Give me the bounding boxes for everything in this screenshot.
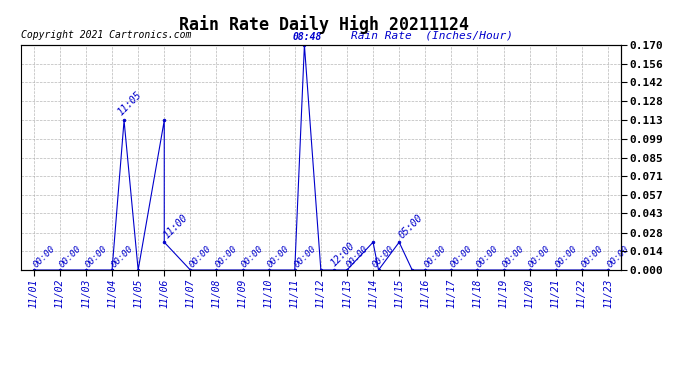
- Text: 00:00: 00:00: [553, 244, 578, 269]
- Text: 00:00: 00:00: [605, 244, 631, 269]
- Text: 00:00: 00:00: [83, 244, 109, 269]
- Text: 00:00: 00:00: [57, 244, 83, 269]
- Text: Rain Rate  (Inches/Hour): Rain Rate (Inches/Hour): [351, 30, 513, 40]
- Text: 00:00: 00:00: [31, 244, 57, 269]
- Text: 00:00: 00:00: [266, 244, 291, 269]
- Text: 05:00: 05:00: [397, 213, 424, 241]
- Text: 00:00: 00:00: [371, 244, 396, 269]
- Text: 00:00: 00:00: [475, 244, 500, 269]
- Text: 08:48: 08:48: [293, 32, 322, 42]
- Text: 00:00: 00:00: [214, 244, 239, 269]
- Text: 00:00: 00:00: [527, 244, 553, 269]
- Text: 00:00: 00:00: [188, 244, 213, 269]
- Text: 00:00: 00:00: [501, 244, 526, 269]
- Text: Rain Rate Daily High 20211124: Rain Rate Daily High 20211124: [179, 15, 469, 34]
- Text: 12:00: 12:00: [328, 241, 357, 268]
- Text: 00:00: 00:00: [344, 244, 370, 269]
- Text: 11:05: 11:05: [116, 90, 144, 118]
- Text: 11:00: 11:00: [161, 213, 190, 241]
- Text: 00:00: 00:00: [448, 244, 474, 269]
- Text: 00:00: 00:00: [292, 244, 317, 269]
- Text: 00:00: 00:00: [240, 244, 266, 269]
- Text: 00:00: 00:00: [110, 244, 135, 269]
- Text: 00:00: 00:00: [579, 244, 604, 269]
- Text: Copyright 2021 Cartronics.com: Copyright 2021 Cartronics.com: [21, 30, 191, 40]
- Text: 00:00: 00:00: [423, 244, 448, 269]
